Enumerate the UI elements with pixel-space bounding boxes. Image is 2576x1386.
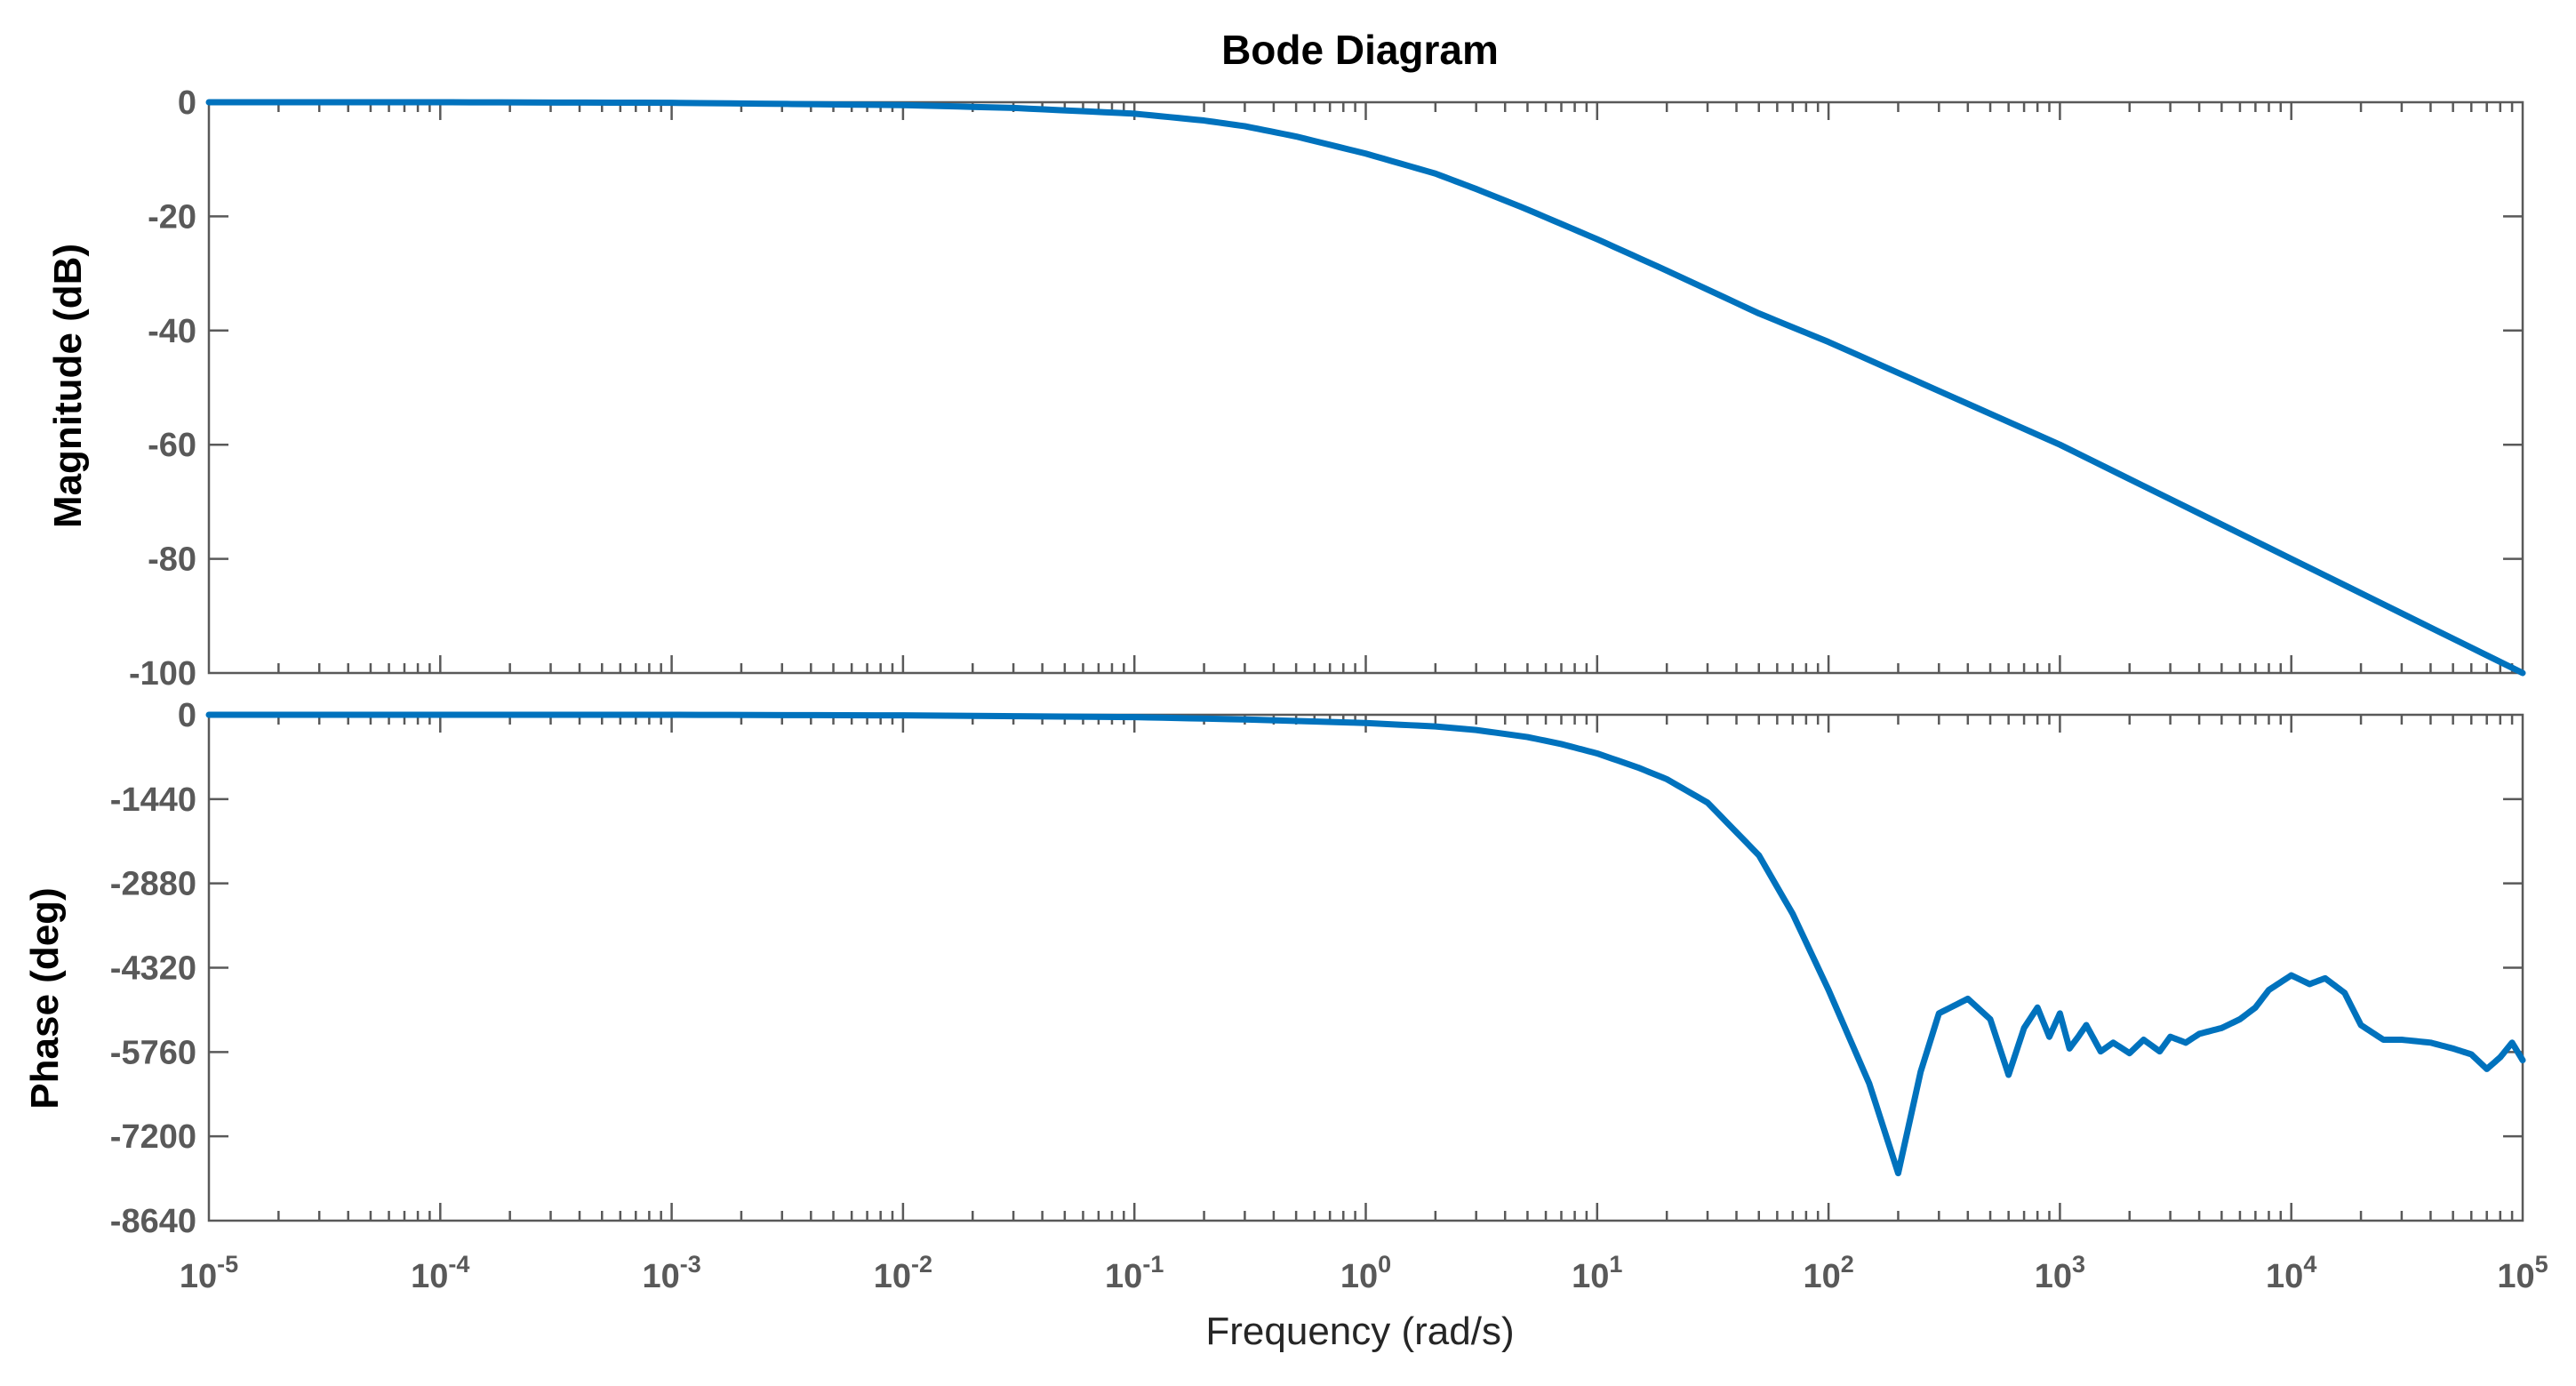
- magnitude-y-label: Magnitude (dB): [46, 244, 90, 528]
- x-tick-label: 104: [2266, 1251, 2316, 1295]
- x-axis-label: Frequency (rad/s): [1205, 1310, 1514, 1353]
- x-tick-label: 10-1: [1105, 1251, 1164, 1295]
- magnitude-y-tick-label: -60: [148, 427, 196, 464]
- x-tick-label: 102: [1803, 1251, 1853, 1295]
- phase-y-tick-label: 0: [178, 697, 196, 734]
- phase-y-tick-label: -2880: [110, 866, 196, 903]
- x-tick-label-base: 10: [2035, 1258, 2072, 1295]
- x-tick-label-base: 10: [1803, 1258, 1840, 1295]
- x-tick-label: 10-5: [180, 1251, 238, 1295]
- phase-y-label: Phase (deg): [23, 887, 67, 1109]
- magnitude-y-tick-label: -100: [129, 655, 196, 693]
- x-tick-label-base: 10: [1572, 1258, 1609, 1295]
- x-tick-label: 101: [1572, 1251, 1622, 1295]
- x-tick-label-base: 10: [1105, 1258, 1142, 1295]
- x-tick-label-base: 10: [411, 1258, 448, 1295]
- phase-y-tick-label: -5760: [110, 1034, 196, 1071]
- x-tick-label: 10-4: [411, 1251, 469, 1295]
- x-tick-label-exponent: 4: [2303, 1251, 2316, 1278]
- x-tick-label-exponent: 2: [1841, 1251, 1854, 1278]
- magnitude-y-tick-label: 0: [178, 84, 196, 122]
- x-tick-label: 103: [2035, 1251, 2085, 1295]
- x-tick-label-exponent: -4: [448, 1251, 469, 1278]
- magnitude-series-line: [205, 99, 2526, 677]
- x-tick-label-base: 10: [180, 1258, 217, 1295]
- x-tick-label-exponent: -1: [1142, 1251, 1164, 1278]
- x-tick-label-exponent: 1: [1609, 1251, 1622, 1278]
- x-tick-label-base: 10: [1340, 1258, 1378, 1295]
- x-tick-label-exponent: -3: [680, 1251, 701, 1278]
- x-tick-label-base: 10: [2497, 1258, 2534, 1295]
- x-tick-label-base: 10: [874, 1258, 911, 1295]
- phase-plot-frame: [207, 713, 2524, 1222]
- x-tick-label: 10-2: [874, 1251, 932, 1295]
- phase-y-tick-label: -7200: [110, 1118, 196, 1156]
- magnitude-y-tick-label: -40: [148, 313, 196, 350]
- magnitude-y-tick-label: -80: [148, 541, 196, 579]
- phase-series-line: [205, 711, 2526, 1177]
- x-tick-label-base: 10: [2266, 1258, 2303, 1295]
- x-tick-label-base: 10: [642, 1258, 679, 1295]
- magnitude-axes: 0 -20 -40 -60 -80 -100: [129, 84, 2526, 693]
- phase-y-tick-label: -1440: [110, 781, 196, 819]
- x-tick-label-exponent: 3: [2072, 1251, 2085, 1278]
- chart-title: Bode Diagram: [1221, 27, 1499, 73]
- x-tick-label-exponent: -2: [911, 1251, 932, 1278]
- x-tick-label: 105: [2497, 1251, 2548, 1295]
- x-tick-label-exponent: 5: [2535, 1251, 2548, 1278]
- phase-y-tick-label: -8640: [110, 1203, 196, 1240]
- x-tick-label-exponent: -5: [217, 1251, 238, 1278]
- magnitude-plot-frame: [207, 100, 2524, 675]
- phase-y-tick-label: -4320: [110, 950, 196, 988]
- x-tick-label-exponent: 0: [1378, 1251, 1391, 1278]
- x-tick-label: 10-3: [642, 1251, 700, 1295]
- magnitude-y-tick-label: -20: [148, 198, 196, 236]
- x-tick-label: 100: [1340, 1251, 1391, 1295]
